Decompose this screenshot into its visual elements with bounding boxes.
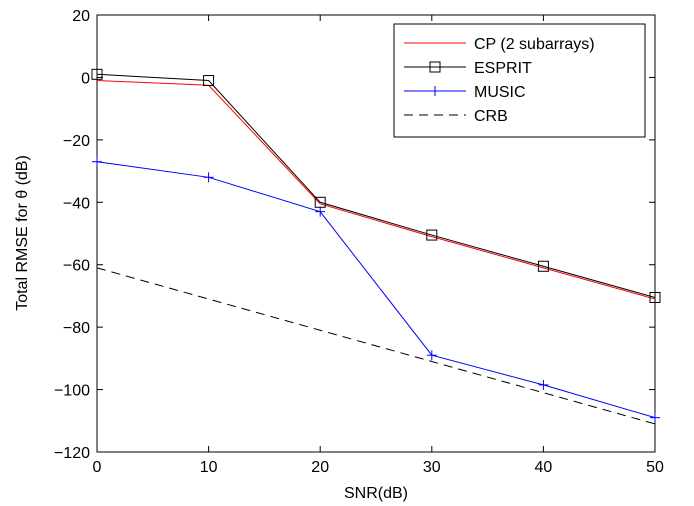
legend-label-crb: CRB [474, 108, 508, 125]
series-line-cp-2-subarrays [96, 80, 656, 300]
square-marker [314, 196, 326, 208]
x-tick-label: 0 [93, 459, 102, 476]
plus-marker [92, 156, 102, 167]
x-axis-title: SNR(dB) [344, 485, 408, 502]
y-axis-title: Total RMSE for θ (dB) [14, 155, 31, 311]
legend-label-music: MUSIC [474, 84, 526, 101]
x-tick-label: 20 [311, 459, 329, 476]
series-layer [91, 68, 661, 425]
square-marker [91, 68, 103, 80]
x-tick-label: 10 [200, 459, 218, 476]
y-tick-label: −20 [63, 133, 90, 150]
legend: CP (2 subarrays) ESPRIT MUSIC CRB [393, 23, 646, 138]
series-line-music [96, 161, 656, 419]
square-marker [649, 291, 661, 303]
y-tick-label: −40 [63, 195, 90, 212]
square-marker [537, 260, 549, 272]
legend-entries: CP (2 subarrays) ESPRIT MUSIC CRB [404, 36, 595, 125]
y-tick-label: 20 [72, 8, 90, 25]
series-line-esprit [96, 73, 656, 298]
plus-marker [430, 86, 440, 96]
plus-marker [203, 172, 214, 183]
plus-marker [538, 379, 549, 390]
axis-ticks: 0 10 20 30 40 50 20 0 −20 −40 −60 −80 −100 −120 [54, 8, 664, 476]
legend-label-esprit: ESPRIT [474, 60, 532, 77]
plus-marker [426, 350, 437, 361]
plus-marker [315, 206, 326, 217]
square-marker [203, 75, 215, 87]
square-marker [429, 61, 441, 73]
x-tick-label: 40 [535, 459, 553, 476]
y-tick-label: −120 [54, 445, 90, 462]
series-line-crb [96, 267, 656, 425]
square-marker [426, 229, 438, 241]
plus-marker [650, 412, 660, 423]
y-tick-label: −60 [63, 258, 90, 275]
x-tick-label: 30 [423, 459, 441, 476]
legend-label-cp-2-subarrays: CP (2 subarrays) [474, 36, 595, 53]
y-tick-label: −100 [54, 383, 90, 400]
y-tick-label: 0 [81, 70, 90, 87]
y-tick-label: −80 [63, 320, 90, 337]
x-tick-label: 50 [646, 459, 664, 476]
